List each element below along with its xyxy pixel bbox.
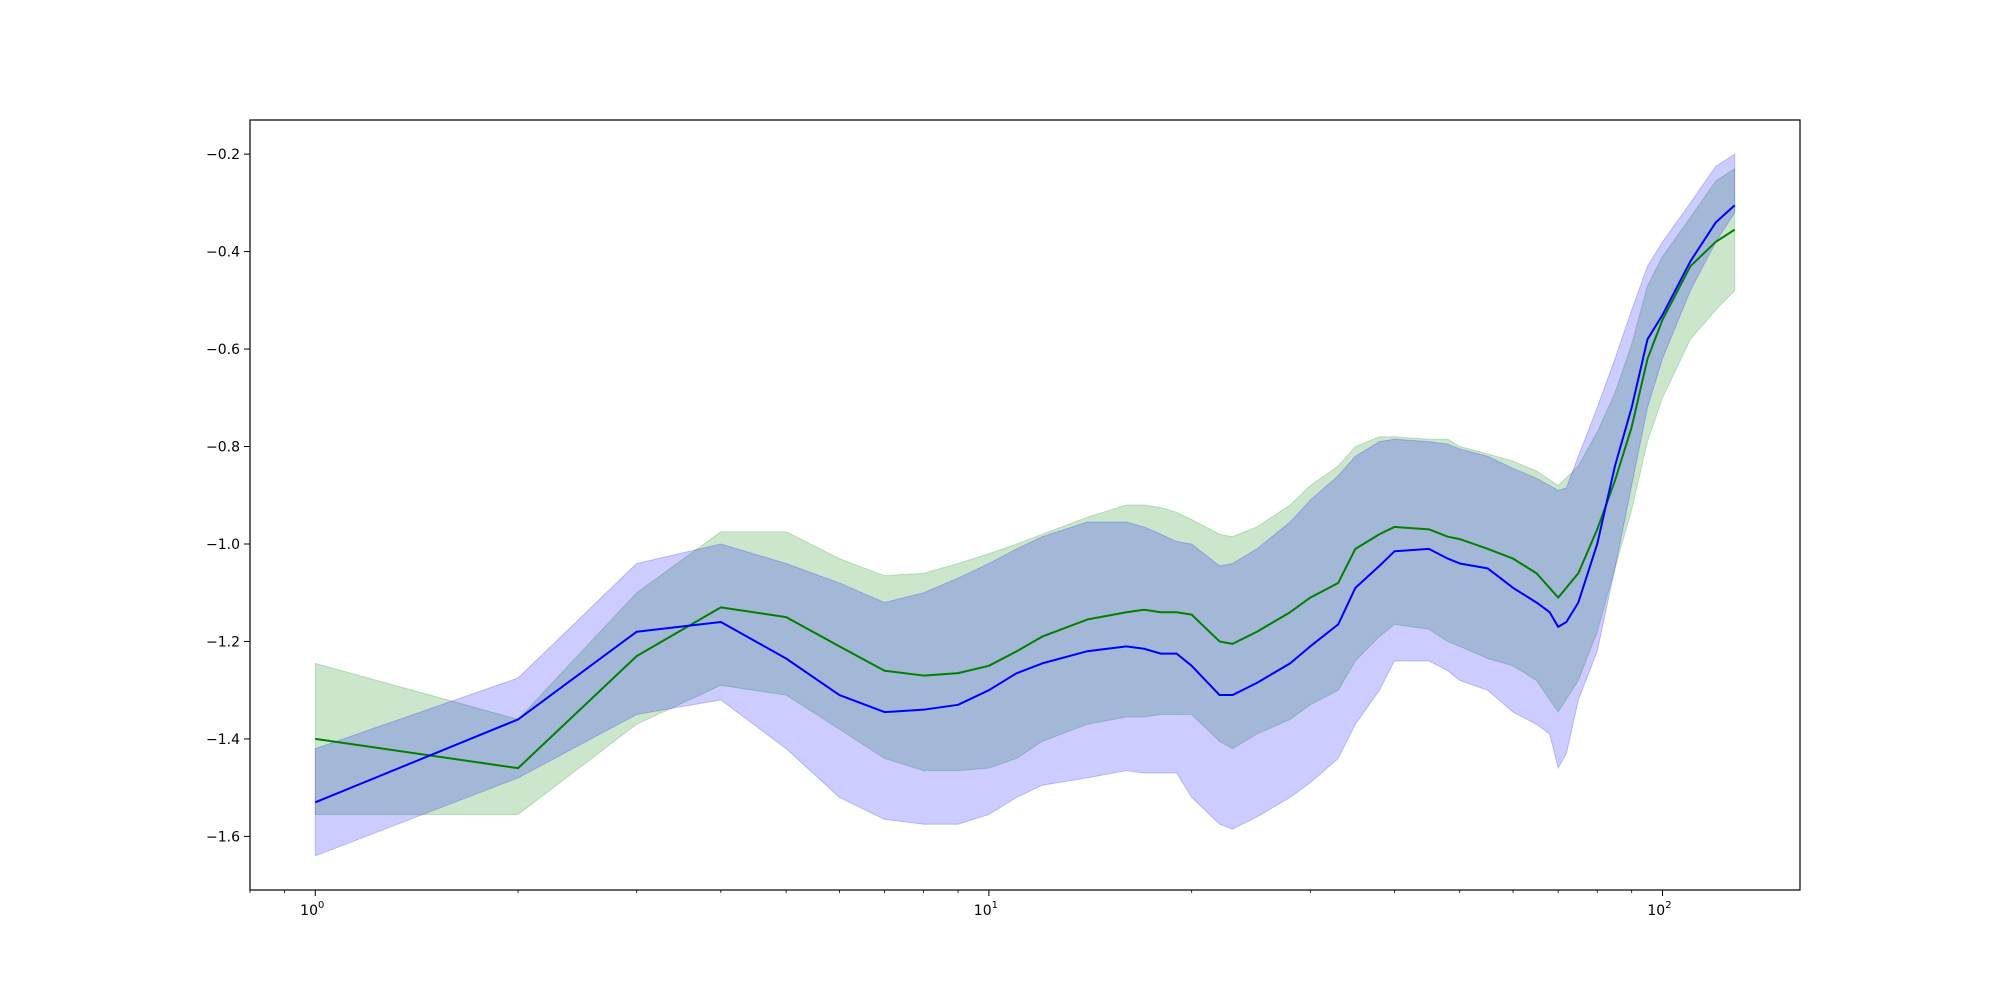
series-lines [314,204,1736,804]
series-0-line [315,228,1736,770]
x-tick-label: 100 [300,900,324,919]
y-tick-label: −1.0 [206,537,240,553]
series-1-line [314,204,1736,804]
series-1-band [314,153,1736,857]
y-tick-label: −0.4 [206,245,240,261]
y-axis: −1.6 −1.4 −1.2 −1.0 −0.8 −0.6 −0.4 −0.2 [206,147,250,845]
y-tick-label: −0.6 [206,342,240,358]
x-tick-label: 101 [974,900,998,919]
confidence-bands [314,153,1736,857]
y-tick-label: −1.6 [206,829,240,845]
y-tick-label: −1.4 [206,732,240,748]
x-tick-label: 102 [1647,900,1671,919]
y-tick-label: −0.8 [206,440,240,456]
series-0-band [314,167,1736,815]
x-axis: 100 101 102 [249,890,1672,919]
plot-frame [249,119,1801,891]
y-tick-label: −0.2 [206,147,240,163]
y-tick-label: −1.2 [206,634,240,650]
